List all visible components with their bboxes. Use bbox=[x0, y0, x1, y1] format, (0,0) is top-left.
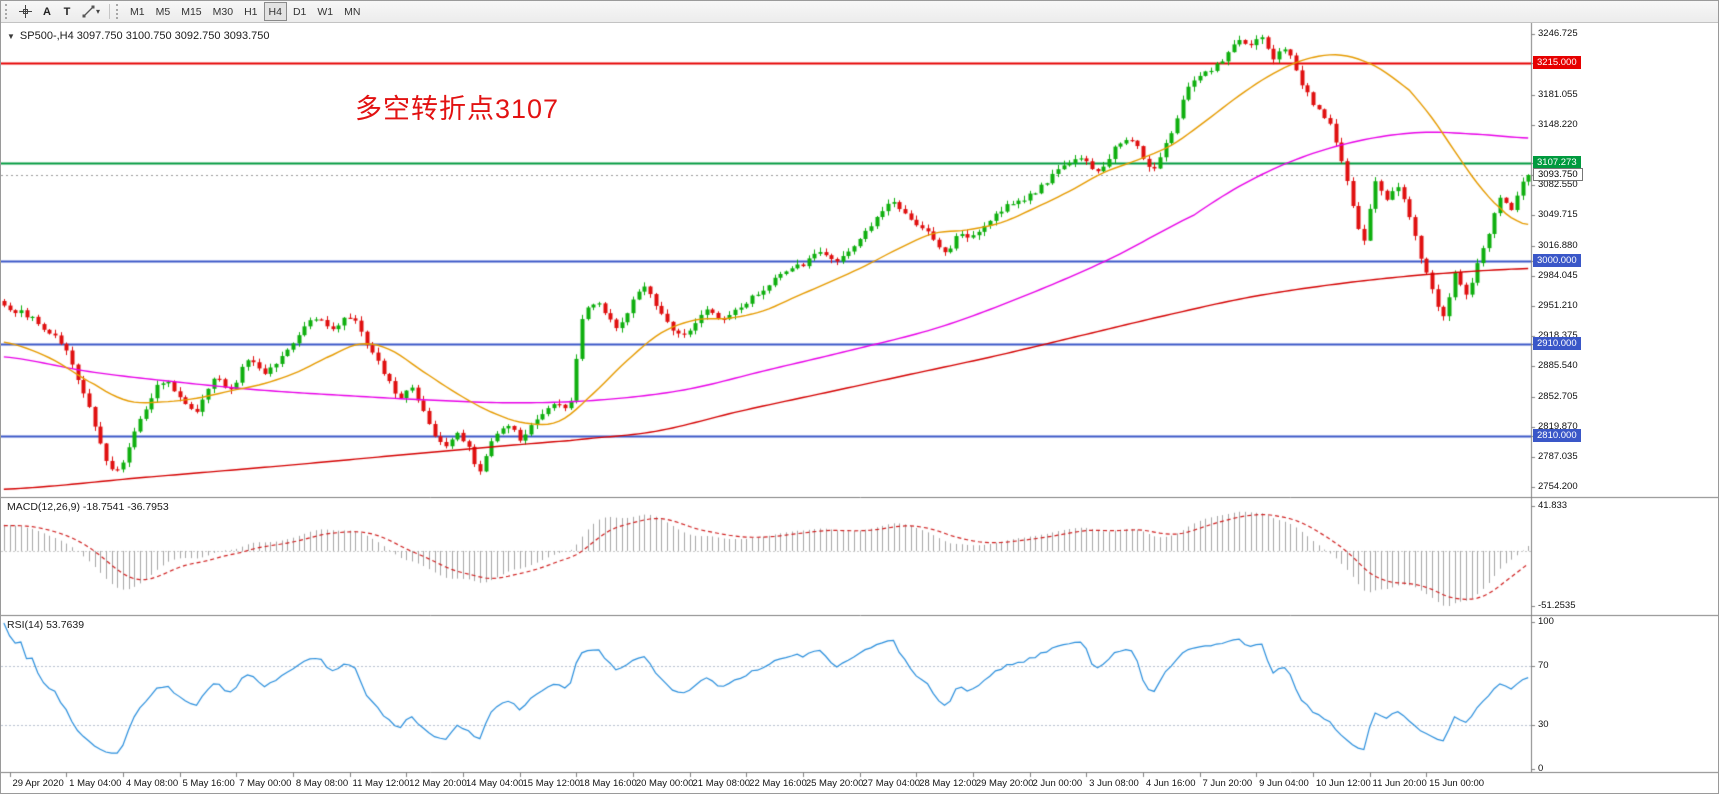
toolbar-grip[interactable] bbox=[5, 4, 10, 19]
timeframe-button-m30[interactable]: M30 bbox=[208, 2, 238, 21]
timeframe-button-w1[interactable]: W1 bbox=[312, 2, 338, 21]
chart-canvas[interactable] bbox=[1, 23, 1718, 793]
toolbar-grip[interactable] bbox=[116, 4, 121, 19]
timeframe-button-m5[interactable]: M5 bbox=[151, 2, 176, 21]
timeframe-button-mn[interactable]: MN bbox=[339, 2, 365, 21]
label-tool-glyph: A bbox=[43, 5, 51, 18]
crosshair-icon bbox=[19, 5, 32, 18]
text-tool-button[interactable]: T bbox=[57, 2, 77, 21]
dropdown-caret-icon: ▾ bbox=[96, 6, 101, 16]
toolbar-separator bbox=[109, 4, 111, 19]
timeframe-button-m15[interactable]: M15 bbox=[176, 2, 206, 21]
toolbar: A T ▾ M1 M5 M15 M30 H1 H4 D1 W1 MN bbox=[1, 1, 1718, 23]
timeframe-button-d1[interactable]: D1 bbox=[288, 2, 311, 21]
timeframe-button-h1[interactable]: H1 bbox=[239, 2, 262, 21]
timeframe-button-h4[interactable]: H4 bbox=[263, 2, 287, 21]
timeframe-toolbar: M1 M5 M15 M30 H1 H4 D1 W1 MN bbox=[125, 2, 365, 21]
crosshair-tool-button[interactable] bbox=[14, 2, 37, 21]
timeframe-button-m1[interactable]: M1 bbox=[125, 2, 150, 21]
text-tool-glyph: T bbox=[63, 5, 71, 18]
trendline-icon bbox=[82, 5, 95, 18]
label-tool-button[interactable]: A bbox=[37, 2, 57, 21]
shapes-tool-button[interactable]: ▾ bbox=[77, 2, 105, 21]
